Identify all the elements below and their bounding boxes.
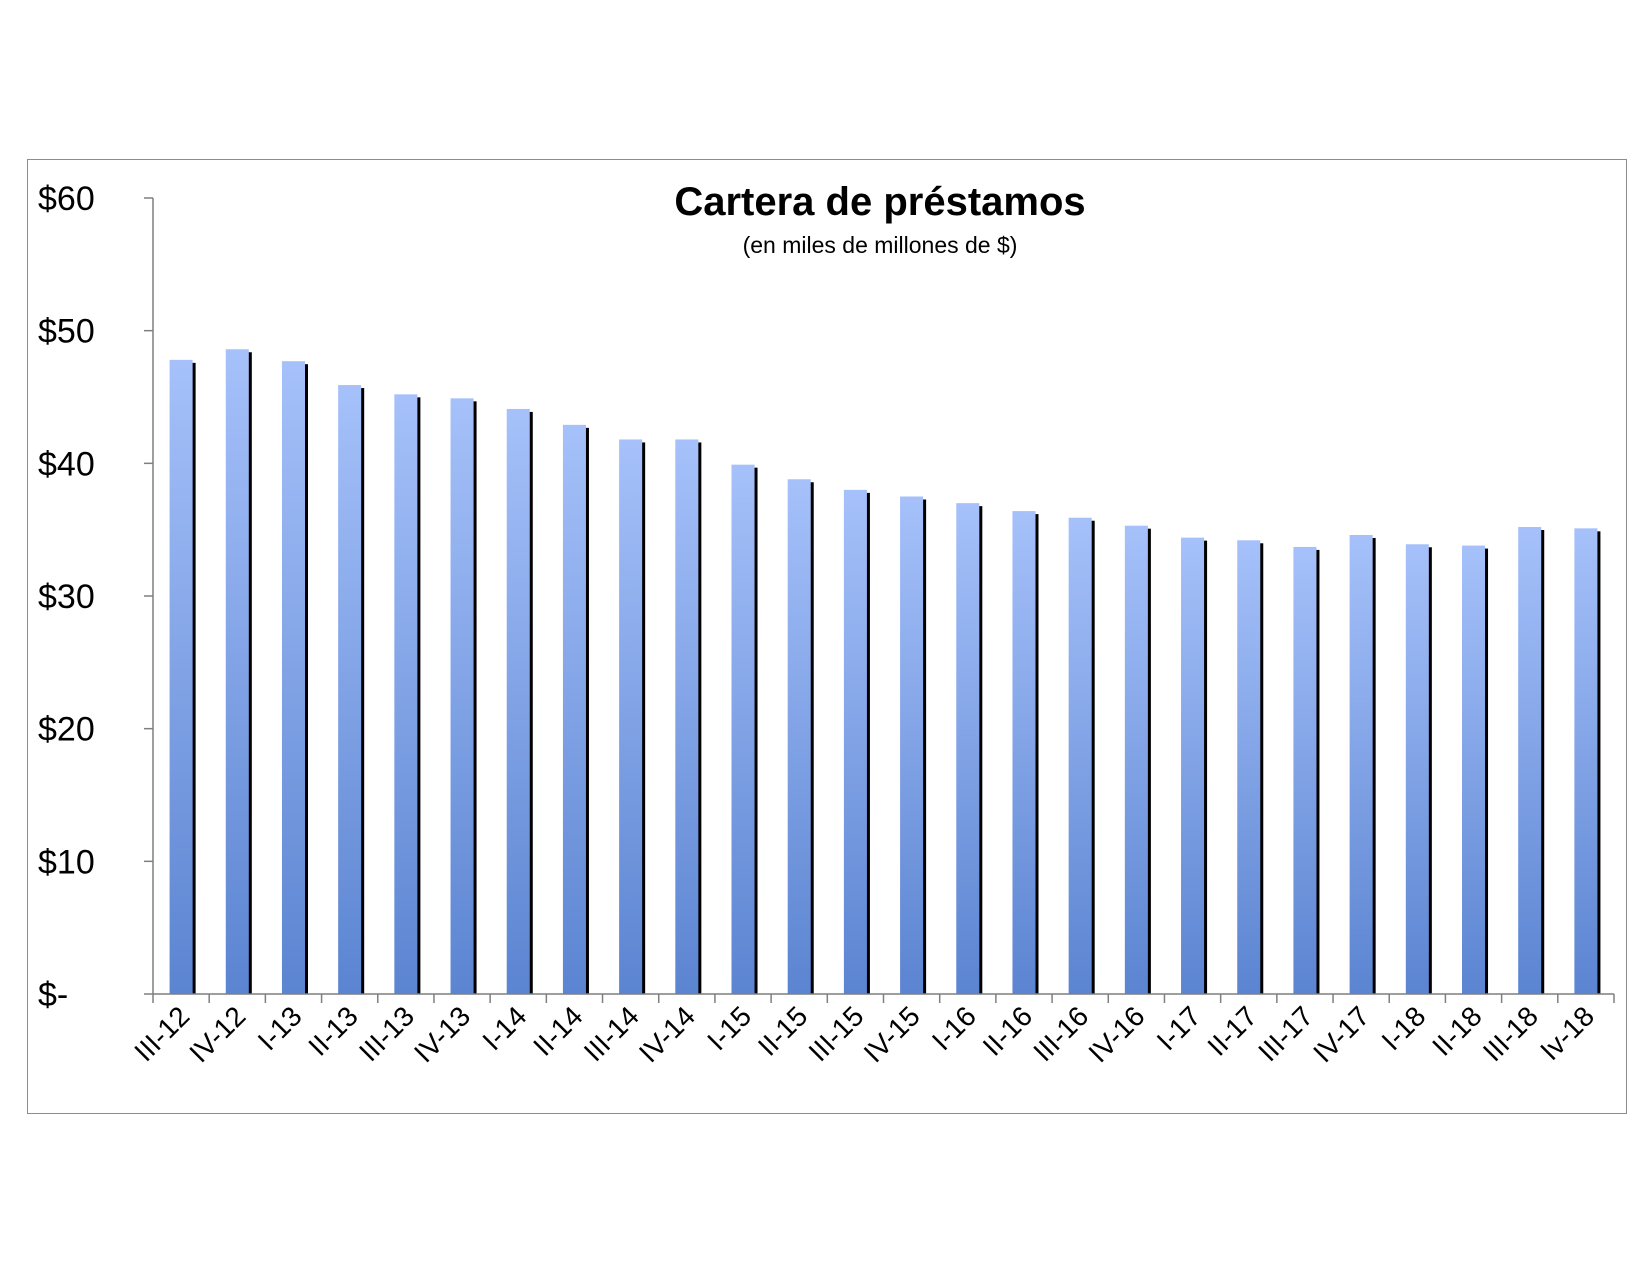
x-tick-label: I-13 — [252, 1000, 308, 1056]
bar-shadow — [1034, 514, 1039, 994]
bar-II-17 — [1237, 540, 1261, 994]
bar-I-17 — [1181, 537, 1205, 994]
bar-III-14 — [619, 439, 643, 994]
bar-III-15 — [843, 489, 867, 994]
x-tick-label: IV-13 — [408, 1000, 476, 1068]
y-tick-label: $30 — [38, 578, 95, 616]
x-tick-label: III-14 — [578, 1000, 645, 1067]
bar-I-18 — [1405, 544, 1429, 994]
bars — [169, 349, 1601, 995]
bar-IV-16 — [1124, 525, 1148, 994]
x-tick-label: III-12 — [128, 1000, 195, 1067]
bar-IV-15 — [900, 496, 924, 994]
y-tick-label: $40 — [38, 445, 95, 483]
chart-title: Cartera de préstamos — [674, 180, 1085, 224]
bar-I-15 — [731, 464, 755, 994]
bar-II-15 — [787, 479, 811, 995]
x-tick-label: I-14 — [476, 1000, 532, 1056]
bar-shadow — [1427, 547, 1432, 994]
y-tick-label: $20 — [38, 711, 95, 749]
bar-III-17 — [1293, 546, 1317, 994]
bar-IV-17 — [1349, 534, 1373, 994]
bar-II-16 — [1012, 511, 1036, 994]
bar-Iv-18 — [1574, 528, 1598, 994]
y-tick-label: $- — [38, 976, 68, 1014]
bar-I-16 — [956, 503, 980, 994]
bar-shadow — [922, 499, 927, 994]
bar-III-13 — [394, 394, 418, 994]
bar-shadow — [1484, 548, 1489, 994]
x-tick-label: I-18 — [1376, 1000, 1432, 1056]
x-tick-label: IV-17 — [1307, 1000, 1375, 1068]
x-tick-label: IV-16 — [1082, 1000, 1150, 1068]
bar-shadow — [865, 492, 870, 994]
x-tick-label: II-18 — [1426, 1000, 1488, 1062]
bar-II-14 — [562, 424, 586, 994]
x-tick-label: II-15 — [752, 1000, 814, 1062]
bar-I-13 — [281, 361, 306, 994]
x-tick-label: I-16 — [926, 1000, 982, 1056]
bar-shadow — [809, 482, 814, 994]
bar-shadow — [247, 352, 252, 994]
x-tick-label: II-16 — [977, 1000, 1039, 1062]
bar-IV-12 — [225, 349, 249, 994]
chart-subtitle: (en miles de millones de $) — [743, 232, 1018, 258]
y-axis: $- $10 $20 $30 $40 $50 $60 — [38, 180, 154, 1014]
bar-shadow — [1259, 543, 1264, 994]
bar-shadow — [978, 506, 983, 994]
x-tick-label: I-17 — [1151, 1000, 1207, 1056]
y-tick-label: $50 — [38, 313, 95, 351]
chart-frame: Cartera de préstamos (en miles de millon… — [27, 159, 1627, 1114]
bar-shadow — [1090, 520, 1095, 994]
x-tick-label: III-16 — [1027, 1000, 1094, 1067]
bar-shadow — [753, 467, 758, 994]
bar-II-18 — [1461, 545, 1486, 994]
x-tick-label: III-13 — [353, 1000, 420, 1067]
x-tick-label: IV-15 — [858, 1000, 926, 1068]
bar-shadow — [641, 442, 646, 994]
bar-II-13 — [338, 385, 362, 994]
loan-portfolio-bar-chart: Cartera de préstamos (en miles de millon… — [38, 180, 1615, 1068]
x-tick-label: III-18 — [1477, 1000, 1544, 1067]
bar-shadow — [191, 362, 196, 994]
bar-shadow — [1596, 531, 1601, 994]
bar-shadow — [360, 388, 365, 994]
x-tick-label: Iv-18 — [1534, 1000, 1600, 1066]
y-tick-label: $60 — [38, 180, 95, 218]
bar-shadow — [1371, 537, 1376, 994]
bar-I-14 — [506, 408, 530, 994]
bar-III-12 — [169, 359, 193, 994]
bar-III-18 — [1518, 527, 1542, 994]
bar-shadow — [304, 364, 309, 994]
bar-shadow — [697, 442, 702, 994]
bar-shadow — [1315, 549, 1320, 994]
bar-shadow — [1203, 540, 1208, 994]
bar-III-16 — [1068, 517, 1092, 994]
x-tick-label: III-15 — [803, 1000, 870, 1067]
bar-shadow — [528, 411, 533, 994]
x-tick-label: I-15 — [701, 1000, 757, 1056]
bar-shadow — [1540, 530, 1545, 994]
bar-IV-14 — [675, 439, 699, 994]
x-tick-label: III-17 — [1252, 1000, 1319, 1067]
bar-shadow — [584, 427, 589, 994]
x-tick-label: IV-14 — [633, 1000, 701, 1068]
bar-IV-13 — [450, 398, 474, 994]
x-tick-label: II-13 — [302, 1000, 364, 1062]
x-tick-label: II-14 — [527, 1000, 589, 1062]
x-tick-label: IV-12 — [183, 1000, 251, 1068]
bar-shadow — [472, 401, 477, 994]
bar-shadow — [1146, 528, 1151, 994]
x-tick-label: II-17 — [1201, 1000, 1263, 1062]
bar-shadow — [416, 397, 421, 994]
y-tick-label: $10 — [38, 843, 95, 881]
